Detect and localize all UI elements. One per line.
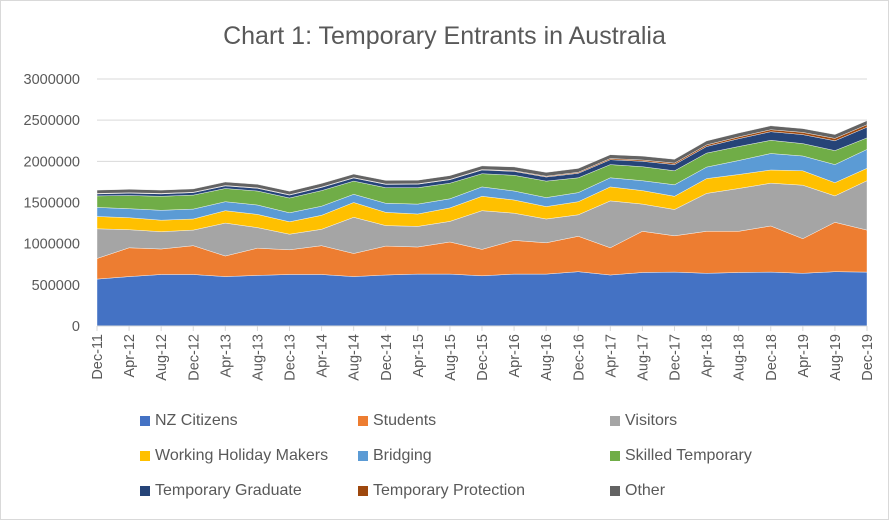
y-tick-label: 0 [72,319,80,335]
x-tick-label: Aug-19 [828,334,844,381]
x-tick-label: Aug-13 [250,334,266,381]
x-tick-label: Aug-18 [732,334,748,381]
x-tick-label: Apr-17 [603,334,619,378]
legend-swatch [610,486,620,496]
legend-label: Visitors [625,412,678,429]
x-tick-label: Dec-19 [860,334,876,381]
legend-item: NZ Citizens [140,412,238,430]
x-tick-label: Aug-17 [635,334,651,381]
legend-item: Working Holiday Makers [140,447,328,465]
x-tick-label: Apr-15 [411,334,427,378]
legend-swatch [140,486,150,496]
x-tick-label: Apr-12 [122,334,138,378]
legend-label: Students [373,412,437,429]
legend-swatch [358,486,368,496]
area-other [96,120,868,195]
x-tick-label: Apr-13 [218,334,234,378]
x-tick-label: Aug-14 [347,334,363,381]
legend-label: Temporary Graduate [155,482,302,499]
legend-item: Students [358,412,436,430]
y-tick-label: 2000000 [24,154,80,170]
legend-swatch [610,451,620,461]
stacked-areas [96,120,868,327]
area-nz-citizens [96,271,868,327]
chart-title: Chart 1: Temporary Entrants in Australia [223,22,666,50]
x-tick-label: Dec-11 [90,334,106,380]
legend-item: Temporary Protection [358,482,525,500]
legend-swatch [358,451,368,461]
x-tick-label: Dec-16 [571,334,587,381]
x-tick-label: Apr-19 [796,334,812,378]
y-tick-label: 2500000 [24,113,80,129]
x-tick-label: Apr-16 [507,334,523,378]
x-tick-label: Aug-15 [443,334,459,381]
x-tick-label: Dec-14 [379,334,395,381]
x-tick-label: Dec-13 [283,334,299,381]
y-tick-label: 3000000 [24,72,80,88]
legend-item: Other [610,482,665,500]
x-tick-label: Dec-12 [186,334,202,381]
legend-swatch [140,416,150,426]
legend-swatch [140,451,150,461]
legend-item: Visitors [610,412,677,430]
x-tick-label: Aug-16 [539,334,555,381]
legend-item: Bridging [358,447,432,465]
legend-label: Working Holiday Makers [155,447,329,464]
legend-item: Temporary Graduate [140,482,302,500]
x-tick-label: Apr-18 [700,334,716,378]
axes: 0 500000 1000000 1500000 2000000 2500000 30000… [24,72,876,381]
legend-label: Temporary Protection [373,482,526,499]
y-tick-label: 1500000 [24,196,80,212]
legend-swatch [358,416,368,426]
x-tick-label: Dec-17 [668,334,684,381]
legend-item: Skilled Temporary [610,447,752,465]
legend-label: Other [625,482,666,499]
legend-label: Skilled Temporary [625,447,752,464]
y-tick-label: 1000000 [24,237,80,253]
x-tick-label: Dec-18 [764,334,780,381]
legend-label: NZ Citizens [155,412,238,429]
legend-label: Bridging [373,447,432,464]
y-tick-label: 500000 [32,278,80,294]
x-tick-label: Dec-15 [475,334,491,381]
legend-swatch [610,416,620,426]
x-tick-label: Aug-12 [154,334,170,381]
x-tick-label: Apr-14 [315,334,331,378]
